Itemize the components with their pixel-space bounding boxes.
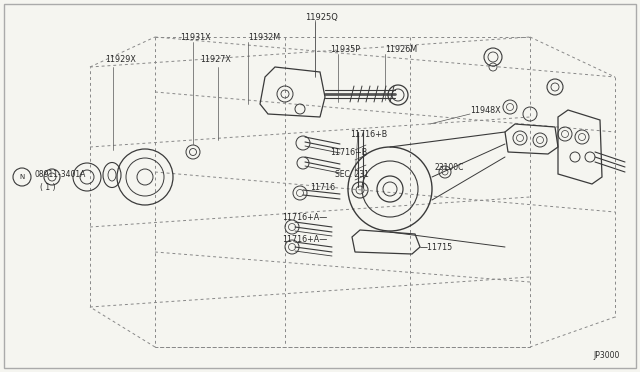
- Text: 11716+B: 11716+B: [350, 129, 387, 138]
- Text: 08911-3401A: 08911-3401A: [34, 170, 85, 179]
- Text: JP3000: JP3000: [594, 351, 620, 360]
- Text: 11926M: 11926M: [385, 45, 417, 54]
- Text: 23100C: 23100C: [435, 163, 465, 171]
- Text: 11925Q: 11925Q: [305, 13, 338, 22]
- Text: 11932M: 11932M: [248, 32, 280, 42]
- Text: N: N: [19, 174, 24, 180]
- Text: 11931X: 11931X: [180, 32, 211, 42]
- Text: 11927X: 11927X: [200, 55, 231, 64]
- Text: ( 1 ): ( 1 ): [40, 183, 56, 192]
- Text: 11716+A—: 11716+A—: [282, 234, 327, 244]
- Text: 11716+A—: 11716+A—: [282, 212, 327, 221]
- Text: —11715: —11715: [420, 243, 453, 251]
- Text: 11716: 11716: [310, 183, 335, 192]
- FancyBboxPatch shape: [4, 4, 636, 368]
- Text: 11929X: 11929X: [105, 55, 136, 64]
- Text: SEC. 231: SEC. 231: [335, 170, 369, 179]
- Text: 11716+B: 11716+B: [330, 148, 367, 157]
- Text: 11935P: 11935P: [330, 45, 360, 54]
- Text: 11948X: 11948X: [470, 106, 500, 115]
